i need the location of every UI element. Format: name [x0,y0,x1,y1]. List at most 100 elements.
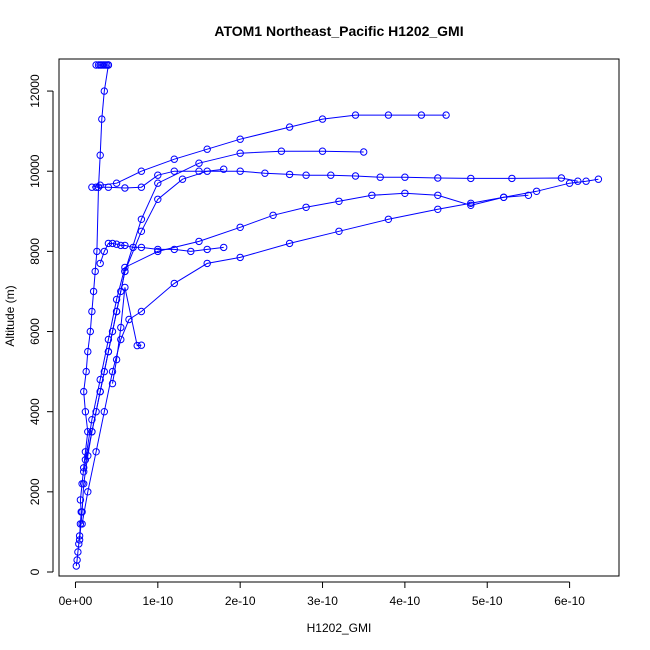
data-point [524,191,533,200]
x-tick-label: 6e-10 [554,594,585,608]
data-point [96,259,104,268]
data-point [154,171,162,179]
data-point [434,191,442,200]
data-point [104,239,113,248]
data-point [137,227,146,236]
data-point [195,237,203,246]
data-point [170,245,179,254]
data-point [401,173,409,181]
data-point [88,307,96,316]
data-point [203,245,211,254]
series-line [81,194,529,524]
data-point [434,174,442,182]
data-point [360,148,368,156]
data-point [170,279,179,288]
data-point [532,187,541,196]
data-point [594,175,603,183]
data-point [137,215,146,224]
data-point [170,167,179,175]
data-point [88,183,96,191]
plot-frame [58,58,620,577]
series-line [84,178,599,460]
data-point [121,283,129,292]
data-point [417,111,426,119]
y-tick-label: 8000 [28,238,42,265]
data-point [508,174,516,183]
data-point [91,267,99,276]
x-tick-label: 0e+00 [59,594,93,608]
data-point [129,243,137,252]
series-line [79,168,224,540]
data-point [285,239,294,248]
data-point [302,171,310,179]
data-point [154,179,162,187]
data-point [195,167,203,175]
data-point [154,195,162,204]
data-point [137,243,146,252]
x-tick-label: 5e-10 [472,594,503,608]
data-point [236,167,244,175]
x-tick-label: 3e-10 [307,594,338,608]
data-point [121,263,129,272]
data-point [104,335,113,344]
series-line [75,64,109,567]
data-point [351,111,360,119]
data-point [117,335,125,344]
data-point [78,508,86,516]
data-point [401,189,409,198]
x-axis: 0e+00 1e-10 2e-10 3e-10 4e-10 5e-10 6e-10 [59,581,585,608]
x-tick-label: 1e-10 [142,594,173,608]
data-point [75,536,84,544]
data-point [100,408,109,416]
data-point [88,428,96,436]
data-point [236,223,244,232]
data-point [137,341,146,349]
data-point [117,241,125,250]
data-point [178,175,187,183]
data-point [78,520,86,528]
y-axis: 0 2000 4000 6000 8000 10000 12000 [28,74,54,575]
data-point [81,408,90,416]
data-point [108,379,117,388]
chart-title: ATOM1 Northeast_Pacific H1202_GMI [214,23,463,39]
data-point [80,387,88,396]
data-point [467,174,475,183]
data-point [80,468,88,476]
data-point [285,123,294,131]
data-point [220,165,228,173]
y-tick-label: 2000 [28,478,42,505]
series-layer [72,61,603,570]
data-point [92,448,100,456]
data-point [318,115,327,123]
data-point [277,147,286,155]
data-point [442,111,450,119]
series-line [112,287,142,384]
data-point [93,247,101,256]
data-point [84,428,92,436]
data-point [108,239,117,248]
data-point [269,211,277,220]
data-point [73,556,81,564]
data-point [154,247,162,256]
data-point [121,241,129,250]
data-point [100,87,109,95]
data-point [76,496,85,504]
y-tick-label: 10000 [28,154,42,188]
series-line [91,114,447,188]
data-point [203,259,211,268]
data-point [108,367,117,376]
data-point [368,191,376,200]
x-tick-label: 4e-10 [390,594,421,608]
data-point [108,327,117,336]
data-point [137,183,146,191]
y-tick-label: 4000 [28,398,42,425]
data-point [100,247,109,256]
series-line [96,170,578,189]
data-point [84,488,92,496]
data-point [92,61,100,69]
data-point [104,183,113,191]
data-point [84,347,92,356]
data-point [467,199,475,208]
data-point [384,215,393,224]
